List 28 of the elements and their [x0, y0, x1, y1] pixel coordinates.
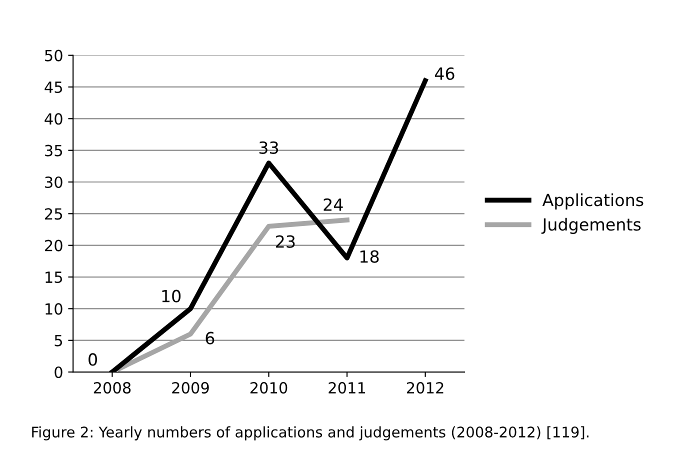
y-tick-label: 45	[44, 82, 62, 94]
data-label: 10	[162, 290, 181, 302]
y-tick-label: 35	[45, 144, 62, 156]
data-label: 18	[360, 250, 379, 263]
x-tick-label: 2008	[94, 382, 131, 394]
legend-label: Judgements	[541, 218, 641, 234]
data-label: 6	[206, 332, 214, 344]
y-tick-label: 5	[54, 335, 62, 346]
y-tick-label: 50	[45, 50, 62, 62]
y-tick-label: 40	[44, 113, 62, 125]
x-tick-label: 2010	[250, 382, 288, 394]
data-label: 24	[324, 198, 343, 211]
y-tick-label: 30	[45, 176, 62, 188]
y-tick-label: 25	[45, 208, 62, 220]
line-series	[110, 218, 350, 372]
data-label: 46	[434, 67, 454, 80]
x-tick-label: 2012	[406, 382, 444, 394]
y-tick-label: 0	[54, 366, 62, 378]
y-tick-label: 10	[46, 303, 62, 315]
caption: Figure 2: Yearly numbers of applications and judgements (2008-2012) [119].	[32, 426, 588, 440]
data-label: 0	[88, 353, 97, 366]
legend-label: Applications	[542, 193, 644, 210]
x-tick-label: 2009	[172, 382, 209, 394]
data-label: 23	[276, 235, 295, 248]
data-label: 33	[259, 141, 278, 154]
y-tick-label: 15	[46, 272, 62, 284]
x-tick-label: 2011	[328, 382, 366, 394]
y-tick-label: 20	[45, 240, 62, 252]
